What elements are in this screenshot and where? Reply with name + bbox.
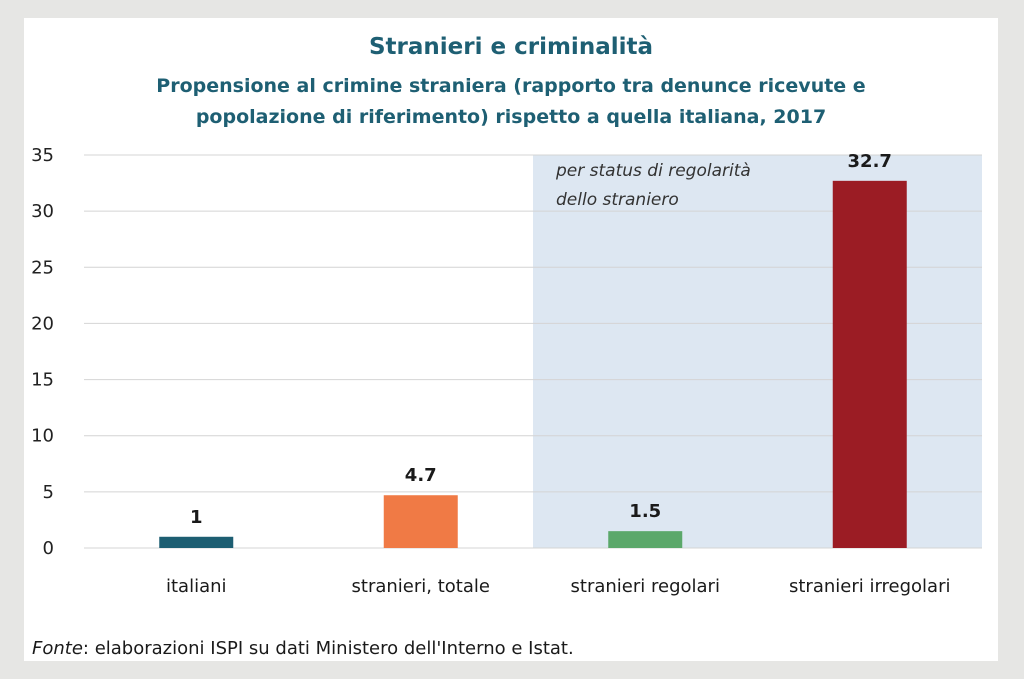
source-text: : elaborazioni ISPI su dati Ministero de…: [82, 638, 574, 659]
y-tick-label: 20: [31, 313, 54, 334]
data-label: 1: [190, 507, 203, 528]
y-tick-label: 25: [31, 257, 54, 278]
data-labels: 1 4.7 1.5 32.7: [190, 151, 892, 528]
band-annotation-line-2: dello straniero: [556, 190, 679, 210]
source-label: Fonte: [32, 638, 83, 659]
data-label: 32.7: [848, 151, 892, 172]
y-tick-label: 10: [31, 426, 54, 447]
x-tick-label: stranieri irregolari: [789, 576, 951, 597]
source-note: Fonte: elaborazioni ISPI su dati Ministe…: [32, 638, 574, 659]
y-tick-label: 30: [31, 201, 54, 222]
bar-chart: 0 5 10 15 20 25 30 35 1 4.7 1.5 32.7 italiani stran…: [31, 145, 982, 597]
y-tick-label: 35: [31, 145, 54, 166]
x-tick-label: stranieri, totale: [352, 576, 490, 597]
bars: [159, 180, 907, 548]
bar: [832, 180, 907, 548]
bar: [608, 531, 683, 548]
y-tick-label: 0: [43, 538, 54, 559]
chart-subtitle-line-2: popolazione di riferimento) rispetto a q…: [195, 106, 827, 128]
grid-lines: [84, 154, 982, 549]
data-label: 4.7: [405, 465, 437, 486]
bar: [383, 495, 458, 548]
y-tick-label: 15: [31, 370, 54, 391]
bar: [159, 536, 234, 548]
data-label: 1.5: [629, 501, 661, 522]
x-axis-labels: italiani stranieri, totale stranieri regol…: [166, 576, 951, 597]
y-axis-ticks: 0 5 10 15 20 25 30 35: [31, 145, 54, 559]
y-tick-label: 5: [43, 482, 54, 503]
chart-subtitle-line-1: Propensione al crimine straniera (rappor…: [156, 75, 866, 97]
x-tick-label: italiani: [166, 576, 227, 597]
chart-title: Stranieri e criminalità: [368, 34, 653, 60]
highlight-band: [533, 155, 982, 548]
chart-card: Stranieri e criminalità Propensione al c…: [24, 18, 998, 661]
x-tick-label: stranieri regolari: [571, 576, 720, 597]
band-annotation-line-1: per status di regolarità: [555, 161, 751, 181]
